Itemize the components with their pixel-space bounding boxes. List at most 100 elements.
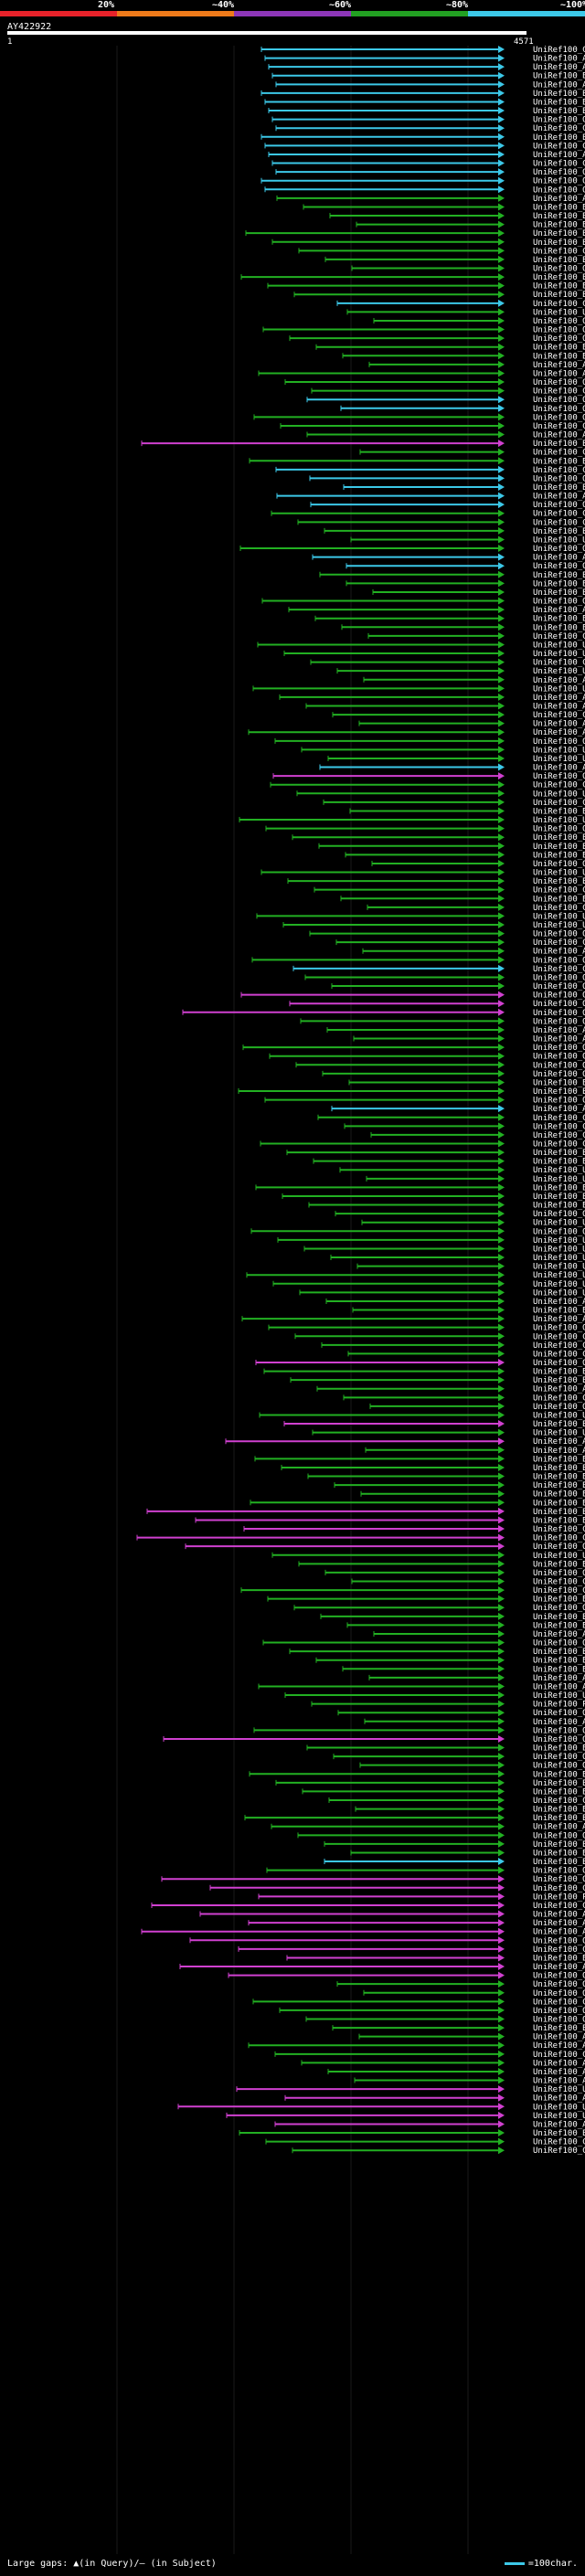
hit-row[interactable]: UniRef100_Q0A189 bbox=[266, 1867, 585, 1876]
hit-row[interactable]: UniRef100_C1N7Y1 bbox=[335, 938, 585, 948]
hit-label[interactable]: UniRef100_B9ET68 bbox=[533, 344, 585, 353]
hit-row[interactable]: UniRef100_B9I1W0 bbox=[324, 526, 585, 536]
hit-row[interactable]: UniRef100_A9PBN8 bbox=[276, 194, 585, 204]
hit-row[interactable]: UniRef100_B9N2G1 bbox=[283, 1420, 585, 1429]
hit-label[interactable]: UniRef100_C1BTW5 bbox=[533, 1131, 585, 1140]
hit-label[interactable]: UniRef100_UP1000.. bbox=[533, 1254, 585, 1263]
hit-label[interactable]: UniRef100_B3N2G6 bbox=[533, 1849, 585, 1858]
hit-label[interactable]: UniRef100_UP1000.. bbox=[533, 2103, 585, 2112]
hit-row[interactable]: UniRef100_Q8XZP5 bbox=[242, 1044, 585, 1053]
hit-row[interactable]: UniRef100_C5Y518 bbox=[328, 1797, 585, 1806]
hit-label[interactable]: UniRef100_A5K2W5 bbox=[533, 1928, 585, 1937]
hit-row[interactable]: UniRef100_C4WYD8 bbox=[367, 903, 585, 913]
hit-label[interactable]: UniRef100_Q4X420 bbox=[533, 1936, 585, 1945]
hit-label[interactable]: UniRef100_UP1000.. bbox=[533, 912, 585, 921]
hit-label[interactable]: UniRef100_UP1000.. bbox=[533, 1411, 585, 1420]
hit-row[interactable]: UniRef100_UP1000.. bbox=[303, 1245, 585, 1254]
hit-row[interactable]: UniRef100_B4L4E2 bbox=[313, 1157, 585, 1167]
hit-row[interactable]: UniRef100_Q4ZJL1 bbox=[336, 1980, 585, 1989]
hit-label[interactable]: UniRef100_C5DTW1 bbox=[533, 1534, 585, 1543]
hit-row[interactable]: UniRef100_B9RWV6 bbox=[238, 1087, 585, 1097]
hit-row[interactable]: UniRef100_UP1000.. bbox=[350, 535, 585, 545]
hit-row[interactable]: UniRef100_B9T4Y2 bbox=[271, 71, 585, 81]
hit-label[interactable]: UniRef100_A8QM96 bbox=[533, 1630, 585, 1639]
hit-label[interactable]: UniRef100_UP1000.. bbox=[533, 1263, 585, 1272]
hit-row[interactable]: UniRef100_A7PV39 bbox=[276, 492, 585, 502]
hit-row[interactable]: UniRef100_B6U3X4 bbox=[345, 851, 585, 860]
hit-label[interactable]: UniRef100_Q7MIY9 bbox=[533, 1604, 585, 1613]
hit-row[interactable]: UniRef100_A8PKF8 bbox=[327, 2067, 585, 2077]
hit-row[interactable]: UniRef100_B6VZH4 bbox=[302, 1787, 585, 1797]
hit-row[interactable]: UniRef100_B8BN68 bbox=[267, 281, 585, 292]
hit-label[interactable]: UniRef100_B6SC26 bbox=[533, 1193, 585, 1202]
hit-row[interactable]: UniRef100_C5N3Z0 bbox=[294, 1332, 585, 1341]
hit-row[interactable]: UniRef100_C6TK36 bbox=[280, 421, 585, 431]
hit-row[interactable]: UniRef100_Q8MFC0 bbox=[346, 562, 585, 571]
hit-row[interactable]: UniRef100_B4PTJ8 bbox=[342, 1665, 585, 1674]
hit-row[interactable]: UniRef100_Q4ZGB2 bbox=[305, 2015, 585, 2025]
hit-row[interactable]: UniRef100_Q55706 bbox=[340, 404, 585, 414]
hit-label[interactable]: UniRef100_Q96942 bbox=[533, 1324, 585, 1333]
hit-row[interactable]: UniRef100_C3X025 bbox=[344, 1122, 585, 1131]
hit-label[interactable]: UniRef100_C6TDY9 bbox=[533, 1341, 585, 1351]
hit-label[interactable]: UniRef100_B5K7P4 bbox=[533, 133, 585, 143]
hit-row[interactable]: UniRef100_A5BWY1 bbox=[268, 63, 585, 72]
hit-label[interactable]: UniRef100_C5YZE6 bbox=[533, 449, 585, 458]
hit-label[interactable]: UniRef100_B9GE82 bbox=[533, 273, 585, 282]
hit-label[interactable]: UniRef100_C5T4H2 bbox=[533, 124, 585, 133]
hit-row[interactable]: UniRef100_B6TL51 bbox=[293, 291, 585, 300]
hit-row[interactable]: UniRef100_P93744 bbox=[258, 1892, 585, 1902]
hit-row[interactable]: UniRef100_C1CGS7 bbox=[323, 798, 585, 808]
hit-label[interactable]: UniRef100_UP1000.. bbox=[533, 641, 585, 650]
hit-label[interactable]: UniRef100_Q5LVL3 bbox=[533, 991, 585, 1001]
hit-row[interactable]: UniRef100_A9PCH2 bbox=[279, 693, 585, 703]
hit-row[interactable]: UniRef100_A4DXT1 bbox=[368, 1673, 585, 1683]
hit-label[interactable]: UniRef100_UP1000.. bbox=[533, 1175, 585, 1184]
hit-label[interactable]: UniRef100_Q6FC70 bbox=[533, 1210, 585, 1219]
hit-label[interactable]: UniRef100_Q17SV9 bbox=[533, 1569, 585, 1578]
hit-label[interactable]: UniRef100_A9TQM1 bbox=[533, 676, 585, 685]
hit-label[interactable]: UniRef100_UP1000.. bbox=[533, 1691, 585, 1701]
hit-row[interactable]: UniRef100_UP1000.. bbox=[312, 1428, 585, 1438]
hit-label[interactable]: UniRef100_C6TIY4 bbox=[533, 46, 585, 55]
hit-label[interactable]: UniRef100_B6TL51 bbox=[533, 291, 585, 300]
hit-row[interactable]: UniRef100_UP1000.. bbox=[177, 2103, 585, 2112]
hit-row[interactable]: UniRef100_A0CBH0 bbox=[274, 2120, 585, 2129]
hit-row[interactable]: UniRef100_C1FIZ8 bbox=[292, 964, 585, 974]
hit-label[interactable]: UniRef100_C4MA2S bbox=[533, 2138, 585, 2147]
hit-label[interactable]: UniRef100_Q9M489 bbox=[533, 474, 585, 483]
hit-label[interactable]: UniRef100_Q6H7E3 bbox=[533, 1726, 585, 1735]
hit-label[interactable]: UniRef100_Q83D91 bbox=[533, 825, 585, 834]
hit-label[interactable]: UniRef100_B9S853 bbox=[533, 588, 585, 598]
hit-row[interactable]: UniRef100_UP1000.. bbox=[299, 1288, 585, 1298]
hit-row[interactable]: UniRef100_B9R207 bbox=[348, 1078, 585, 1087]
hit-label[interactable]: UniRef100_B4GY52 bbox=[533, 1840, 585, 1850]
hit-label[interactable]: UniRef100_A4FUF7 bbox=[533, 1447, 585, 1456]
hit-row[interactable]: UniRef100_Q4X420 bbox=[189, 1936, 585, 1945]
hit-row[interactable]: UniRef100_B5G223 bbox=[287, 877, 585, 886]
hit-row[interactable]: UniRef100_B4FM66 bbox=[303, 203, 585, 212]
hit-label[interactable]: UniRef100_Q043W9 bbox=[533, 317, 585, 326]
hit-row[interactable]: UniRef100_UP1000.. bbox=[361, 1218, 585, 1228]
hit-label[interactable]: UniRef100_B7FVH7 bbox=[533, 2129, 585, 2138]
hit-row[interactable]: UniRef100_C6T0J9 bbox=[343, 1394, 585, 1403]
hit-label[interactable]: UniRef100_Q9LN67 bbox=[533, 378, 585, 387]
hit-label[interactable]: UniRef100_B4PTJ8 bbox=[533, 1665, 585, 1674]
hit-label[interactable]: UniRef100_B3N1O8 bbox=[533, 1814, 585, 1823]
hit-label[interactable]: UniRef100_A7PV14 bbox=[533, 55, 585, 64]
hit-row[interactable]: UniRef100_C5T4H2 bbox=[275, 124, 585, 133]
hit-row[interactable]: UniRef100_UP1000.. bbox=[259, 1411, 585, 1420]
hit-label[interactable]: UniRef100_A5WPH2 bbox=[533, 1437, 585, 1447]
hit-label[interactable]: UniRef100_B5DX67 bbox=[533, 1455, 585, 1464]
hit-label[interactable]: UniRef100_Q93LM8 bbox=[533, 265, 585, 274]
hit-label[interactable]: UniRef100_B6VZH4 bbox=[533, 1787, 585, 1797]
hit-label[interactable]: UniRef100_UP1000.. bbox=[533, 1236, 585, 1246]
hit-row[interactable]: UniRef100_C4WWV6 bbox=[332, 711, 585, 720]
hit-label[interactable]: UniRef100_P93744 bbox=[533, 1892, 585, 1902]
hit-label[interactable]: UniRef100_C1N212 bbox=[533, 2147, 585, 2156]
hit-row[interactable]: UniRef100_B4P517 bbox=[249, 1770, 585, 1779]
hit-label[interactable]: UniRef100_A7PV39 bbox=[533, 493, 585, 502]
hit-label[interactable]: UniRef100_C5N3Z0 bbox=[533, 1332, 585, 1341]
hit-row[interactable]: UniRef100_A2Y8H8 bbox=[306, 430, 585, 440]
hit-label[interactable]: UniRef100_C4WWV6 bbox=[533, 711, 585, 720]
